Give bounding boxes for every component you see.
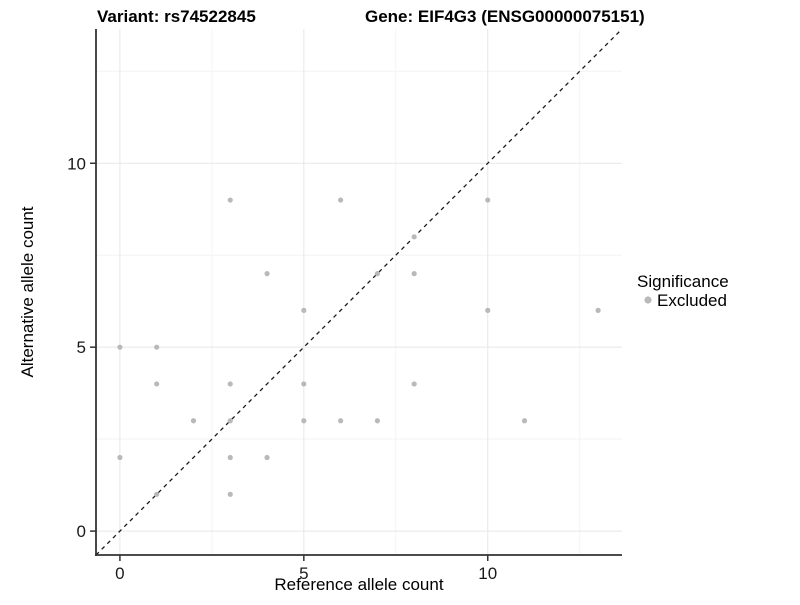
scatter-point bbox=[374, 271, 380, 277]
scatter-point bbox=[154, 344, 160, 350]
scatter-point bbox=[338, 418, 344, 424]
x-tick-label: 5 bbox=[299, 564, 308, 583]
scatter-point bbox=[411, 381, 417, 387]
scatter-point bbox=[117, 344, 123, 350]
scatter-point bbox=[154, 491, 160, 497]
data-points bbox=[117, 197, 601, 497]
identity-line bbox=[95, 28, 623, 556]
scatter-point bbox=[595, 307, 601, 313]
axis-tick-labels: 0 5 10 0 5 10 bbox=[67, 154, 497, 583]
scatter-point bbox=[301, 381, 307, 387]
scatter-point bbox=[521, 418, 528, 424]
scatter-point bbox=[227, 491, 233, 497]
y-axis-title: Alternative allele count bbox=[18, 206, 37, 377]
x-tick-label: 0 bbox=[115, 564, 124, 583]
y-tick-label: 10 bbox=[67, 154, 86, 173]
scatter-point bbox=[227, 381, 233, 387]
legend-item-excluded: Excluded bbox=[657, 291, 727, 310]
scatter-point bbox=[301, 307, 307, 313]
scatter-point bbox=[411, 271, 417, 277]
scatter-point bbox=[264, 271, 270, 277]
scatter-point bbox=[117, 454, 123, 461]
scatter-point bbox=[227, 418, 233, 424]
grid-minor-lines bbox=[96, 29, 622, 555]
scatter-point bbox=[485, 197, 491, 203]
axis-lines bbox=[95, 29, 622, 556]
scatter-point bbox=[227, 197, 233, 203]
scatter-point bbox=[190, 418, 197, 424]
plot-title-gene: Gene: EIF4G3 (ENSG00000075151) bbox=[365, 7, 645, 26]
scatter-point bbox=[301, 418, 307, 424]
scatter-point bbox=[485, 307, 491, 313]
scatter-point bbox=[264, 454, 270, 461]
x-tick-label: 10 bbox=[478, 564, 497, 583]
scatter-point bbox=[374, 418, 380, 424]
legend-title: Significance bbox=[637, 272, 729, 291]
identity-dashed-line bbox=[95, 28, 623, 556]
legend: Significance Excluded bbox=[637, 272, 729, 310]
scatter-point bbox=[227, 454, 233, 461]
y-tick-label: 5 bbox=[77, 338, 86, 357]
scatter-point bbox=[338, 197, 344, 203]
plot-title-variant: Variant: rs74522845 bbox=[97, 7, 256, 26]
grid-major-lines bbox=[96, 29, 622, 555]
y-tick-label: 0 bbox=[77, 522, 86, 541]
x-axis-title: Reference allele count bbox=[274, 575, 443, 594]
legend-excluded-dot-icon bbox=[644, 296, 652, 304]
scatter-point bbox=[411, 234, 417, 240]
scatter-point bbox=[154, 381, 160, 387]
axis-ticks bbox=[90, 162, 489, 561]
